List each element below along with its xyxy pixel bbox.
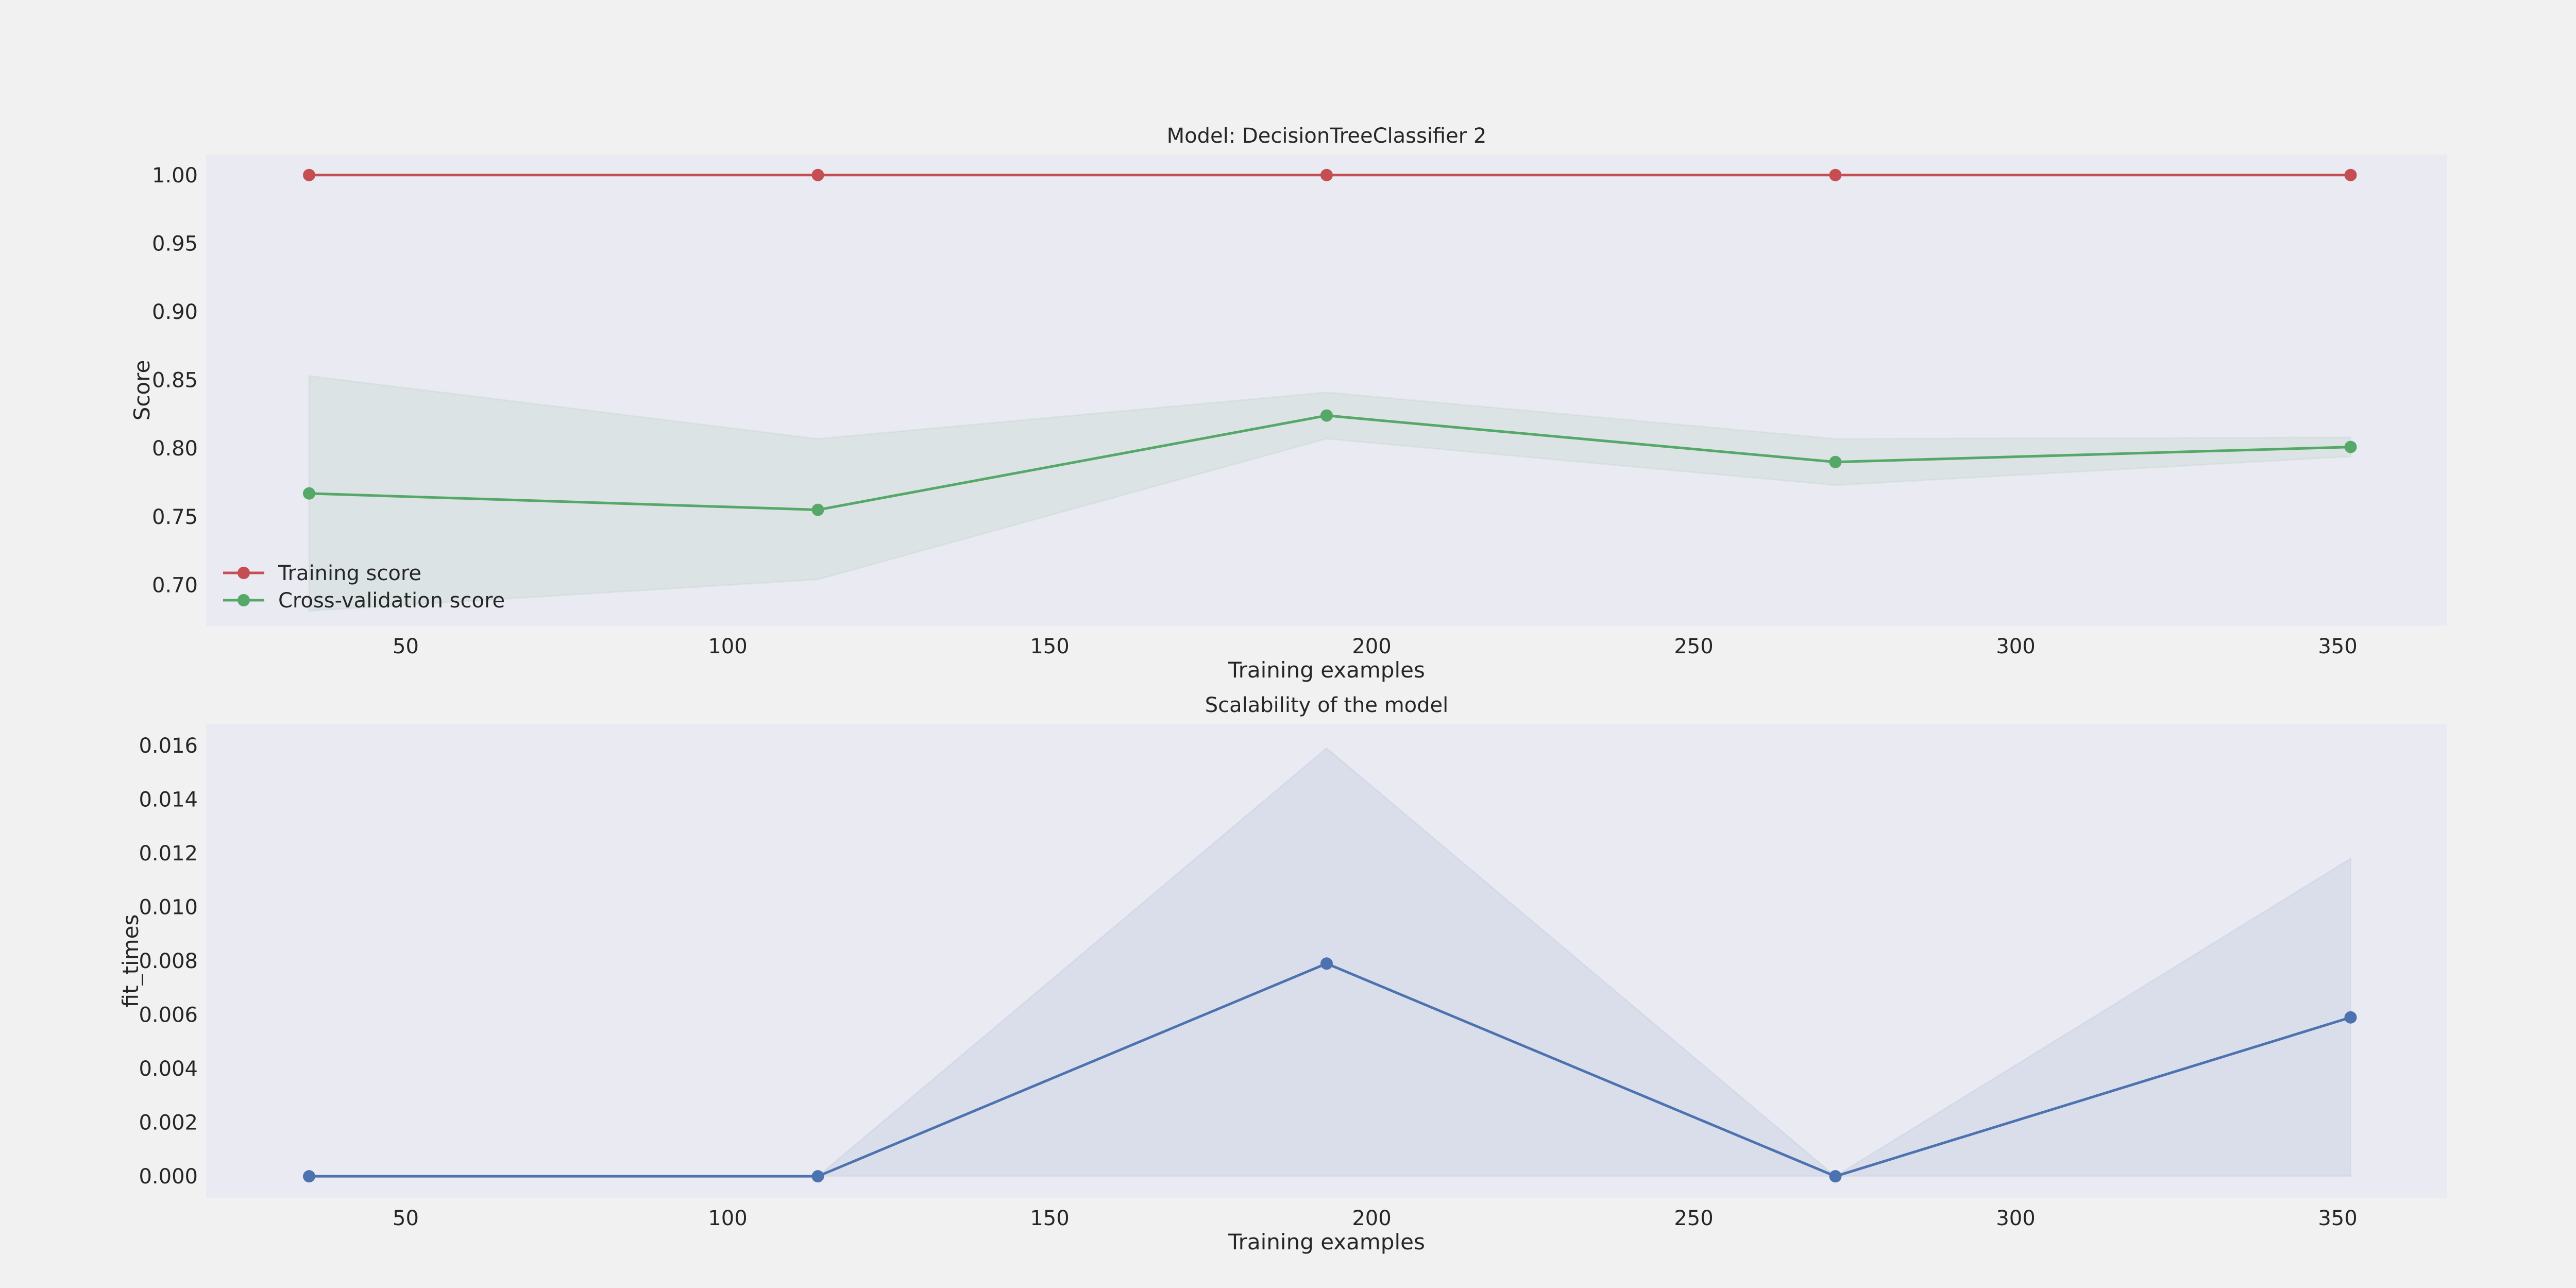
y-tick-label: 0.010 (139, 895, 198, 919)
y-tick-label: 0.70 (152, 573, 198, 597)
y-tick-label: 0.008 (139, 950, 198, 973)
y-tick-label: 1.00 (152, 164, 198, 188)
x-tick-label: 150 (1030, 1207, 1069, 1230)
series-layer (303, 747, 2357, 1183)
series-0-point (811, 1170, 824, 1183)
x-tick-label: 150 (1030, 635, 1069, 658)
x-axis-label: Training examples (1228, 1229, 1425, 1255)
series-0-point (303, 168, 315, 181)
y-axis-label: fit_times (118, 914, 143, 1008)
x-tick-label: 350 (2318, 1207, 2357, 1230)
x-tick-label: 50 (393, 1207, 419, 1230)
y-tick-label: 0.002 (139, 1111, 198, 1135)
plot-area (206, 155, 2447, 626)
scalability-chart: Scalability of the model 50 100 150 200 250 30… (118, 693, 2447, 1255)
series-layer (303, 168, 2357, 612)
legend-label: Cross-validation score (278, 589, 505, 613)
x-tick-label: 300 (1996, 635, 2035, 658)
y-tick-label: 0.85 (152, 369, 198, 393)
legend-label: Training score (278, 562, 421, 585)
series-0-point (2344, 168, 2357, 181)
x-tick-label: 50 (393, 635, 419, 658)
y-axis-label: Score (129, 360, 155, 421)
chart-title: Scalability of the model (1205, 693, 1449, 717)
y-tick-label: 0.000 (139, 1165, 198, 1189)
series-1-point (811, 503, 824, 516)
y-tick-label: 0.75 (152, 505, 198, 529)
y-tick-label: 0.016 (139, 734, 198, 758)
x-axis-label: Training examples (1228, 657, 1425, 683)
y-tick-label: 0.014 (139, 788, 198, 811)
series-1-band (308, 375, 2351, 612)
series-0-point (1829, 168, 1842, 181)
x-tick-label: 200 (1352, 635, 1391, 658)
series-1-point (2344, 440, 2357, 453)
x-tick-label: 250 (1674, 1207, 1713, 1230)
y-tick-label: 0.012 (139, 842, 198, 866)
x-tick-label: 200 (1352, 1207, 1391, 1230)
y-tick-label: 0.95 (152, 232, 198, 256)
series-0-point (1320, 957, 1333, 970)
series-1-point (303, 487, 315, 500)
series-0-point (811, 168, 824, 181)
y-tick-label: 0.004 (139, 1057, 198, 1081)
x-tick-label: 350 (2318, 635, 2357, 658)
series-1-point (1829, 455, 1842, 468)
y-tick-label: 0.006 (139, 1004, 198, 1027)
chart-title: Model: DecisionTreeClassifier 2 (1167, 124, 1487, 148)
x-tick-label: 100 (708, 1207, 747, 1230)
series-0-point (1829, 1170, 1842, 1183)
learning-curve-chart: Model: DecisionTreeClassifier 2 50 100 150 2… (129, 124, 2447, 683)
series-0-point (1320, 168, 1333, 181)
x-tick-label: 300 (1996, 1207, 2035, 1230)
legend: Training score Cross-validation score (223, 562, 505, 613)
x-tick-label: 250 (1674, 635, 1713, 658)
series-0-point (303, 1170, 315, 1183)
x-tick-label: 100 (708, 635, 747, 658)
y-tick-label: 0.80 (152, 437, 198, 461)
series-0-point (2344, 1011, 2357, 1024)
y-tick-label: 0.90 (152, 300, 198, 324)
legend-swatch-marker (238, 594, 250, 606)
series-1-point (1320, 409, 1333, 422)
legend-swatch-marker (238, 567, 250, 579)
